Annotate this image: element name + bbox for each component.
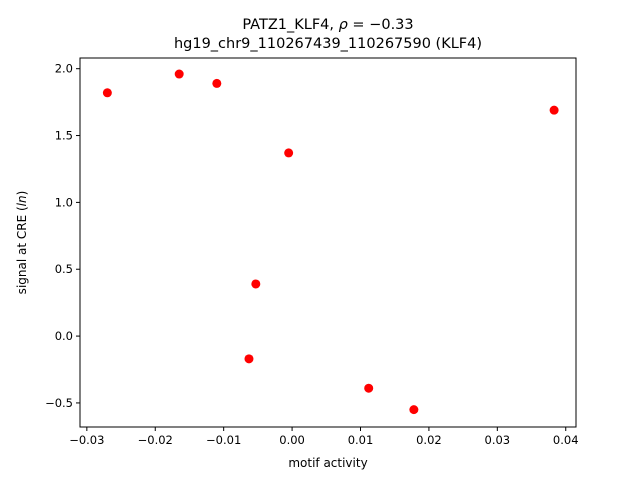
x-axis-ticks: −0.03 −0.02 −0.01 0.00 0.01 0.02 0.03 0.04: [69, 427, 579, 447]
y-tick-label: 1.0: [55, 195, 73, 209]
y-axis-ticks: −0.5 0.0 0.5 1.0 1.5 2.0: [45, 62, 80, 410]
x-tick-label: 0.01: [348, 433, 374, 447]
x-tick-label: −0.03: [69, 433, 104, 447]
x-tick-label: 0.00: [279, 433, 305, 447]
y-tick-label: 0.0: [55, 329, 73, 343]
data-point: [102, 88, 112, 98]
data-point: [174, 69, 184, 79]
x-tick-label: 0.02: [416, 433, 442, 447]
data-point: [409, 405, 419, 415]
y-tick-label: 2.0: [55, 62, 73, 76]
y-tick-label: 1.5: [55, 129, 73, 143]
x-tick-label: 0.03: [485, 433, 511, 447]
plot-area: [79, 57, 577, 428]
data-point: [251, 279, 261, 289]
data-point: [364, 383, 374, 393]
y-tick-label: 0.5: [55, 262, 73, 276]
data-point: [549, 105, 559, 115]
y-tick-label: −0.5: [45, 396, 73, 410]
y-axis-label: signal at CRE (ln): [15, 191, 29, 295]
x-tick-label: −0.01: [206, 433, 241, 447]
scatter-points: [102, 69, 559, 415]
data-point: [244, 354, 254, 364]
x-tick-label: 0.04: [553, 433, 579, 447]
x-axis-label: motif activity: [288, 456, 367, 470]
data-point: [284, 148, 294, 158]
data-point: [212, 78, 222, 88]
chart-title-line1: PATZ1_KLF4, ρ = −0.33: [242, 17, 413, 33]
chart-title-line2: hg19_chr9_110267439_110267590 (KLF4): [174, 36, 482, 52]
x-tick-label: −0.02: [138, 433, 173, 447]
